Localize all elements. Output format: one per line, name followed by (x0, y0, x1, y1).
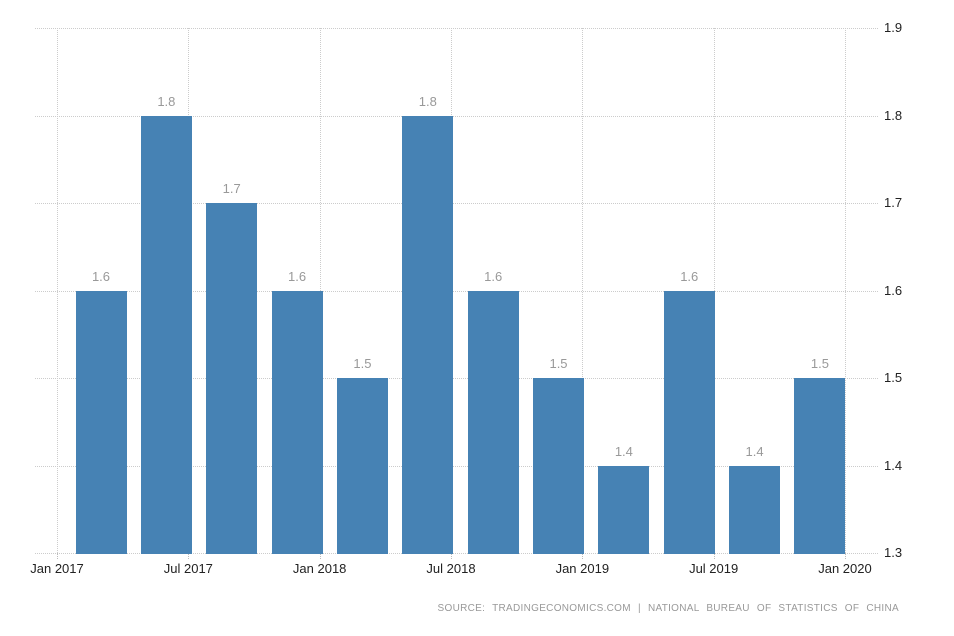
bar-value-label: 1.6 (680, 268, 699, 284)
bar (598, 465, 650, 554)
x-axis-tick-label: Jan 2019 (555, 561, 610, 576)
bar (663, 290, 715, 554)
h-gridline (35, 553, 878, 554)
bar-value-label: 1.4 (745, 443, 764, 459)
y-axis-tick-label: 1.9 (884, 20, 903, 35)
bar-value-label: 1.6 (484, 268, 503, 284)
x-axis-tick (844, 553, 846, 559)
bar-value-label: 1.5 (810, 356, 829, 371)
bar (533, 378, 585, 554)
bar-value-label: 1.5 (353, 356, 372, 371)
h-gridline (35, 465, 878, 467)
h-gridline (35, 290, 878, 292)
h-gridline (35, 378, 878, 379)
x-axis-tick-label: Jul 2018 (426, 561, 476, 576)
h-gridline (35, 203, 878, 204)
y-axis-tick-label: 1.8 (884, 107, 903, 123)
h-gridline (35, 115, 878, 117)
bar (140, 115, 192, 554)
x-axis-tick (450, 553, 452, 559)
y-axis-tick-label: 1.5 (884, 370, 903, 385)
v-gridline (582, 28, 584, 553)
source-attribution: SOURCE: TRADINGECONOMICS.COM | NATIONAL … (437, 603, 899, 614)
bar (402, 115, 454, 554)
bar-value-label: 1.6 (91, 268, 111, 284)
x-axis-tick-label: Jan 2018 (292, 561, 347, 576)
bar (336, 378, 388, 554)
x-axis-tick (319, 553, 321, 559)
x-axis-tick (713, 553, 715, 559)
x-axis-tick-label: Jan 2017 (30, 561, 84, 576)
bar (729, 465, 781, 554)
x-axis-tick-label: Jul 2019 (689, 561, 739, 576)
bar-value-label: 1.5 (549, 356, 568, 371)
x-axis-tick-label: Jan 2020 (818, 561, 872, 576)
bar (794, 378, 846, 554)
h-gridline (35, 28, 878, 29)
bar (206, 203, 258, 554)
x-axis-tick-label: Jul 2017 (163, 561, 213, 576)
v-gridline (844, 28, 846, 553)
x-axis-tick (188, 553, 190, 559)
v-gridline (57, 28, 58, 553)
y-axis-tick-label: 1.6 (884, 282, 903, 298)
x-axis-tick (57, 553, 58, 559)
bar-value-label: 1.6 (288, 268, 307, 284)
bar (271, 290, 323, 554)
y-axis-tick-label: 1.3 (884, 545, 903, 560)
bar-value-label: 1.8 (157, 93, 176, 109)
y-axis-tick-label: 1.4 (884, 457, 903, 473)
bar-value-label: 1.4 (614, 443, 633, 459)
bar (467, 290, 519, 554)
x-axis-tick (582, 553, 584, 559)
bar-value-label: 1.8 (418, 93, 437, 109)
bar (75, 290, 127, 554)
bar-value-label: 1.7 (222, 181, 241, 196)
y-axis-tick-label: 1.7 (884, 195, 903, 210)
